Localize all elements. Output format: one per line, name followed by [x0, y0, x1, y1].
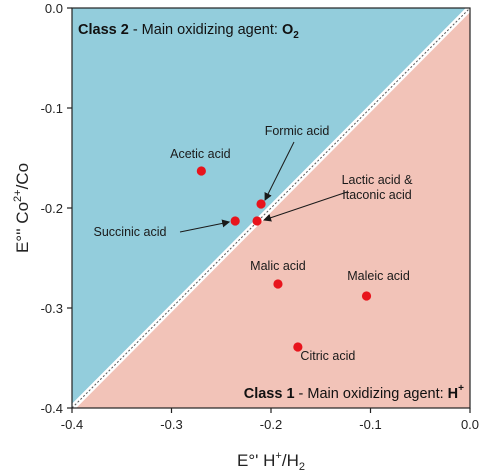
- data-points: [196, 166, 372, 352]
- class2-title: Class 2: [78, 22, 129, 38]
- class1-agent-superscript: +: [458, 383, 464, 394]
- x-tick-label: -0.4: [61, 417, 83, 432]
- class1-description: - Main oxidizing agent:: [295, 386, 448, 402]
- formic-arrow: [264, 141, 295, 201]
- x-axis-title-mid: /H: [282, 451, 299, 470]
- class1-agent: H: [448, 386, 458, 402]
- class2-annotation: Class 2 - Main oxidizing agent: O2: [78, 22, 299, 41]
- boundary-band: [69, 5, 473, 411]
- data-point-malic-acid: [273, 279, 283, 289]
- lactic-itaconic-arrow: [263, 191, 348, 222]
- y-tick-label: 0.0: [45, 1, 63, 16]
- x-axis-title: E°' H+/H2: [237, 450, 305, 473]
- y-axis-title-superscript: 2+: [12, 189, 24, 202]
- formic-acid-label: Formic acid: [265, 124, 330, 138]
- x-axis-title-subscript: 2: [299, 461, 305, 473]
- maleic-acid-label: Maleic acid: [347, 269, 410, 283]
- x-tick-label: -0.1: [359, 417, 381, 432]
- data-point-succinic-acid: [230, 216, 240, 226]
- succinic-arrow: [179, 219, 231, 233]
- succinic-acid-label: Succinic acid: [94, 225, 167, 239]
- y-tick-label: -0.4: [41, 401, 63, 416]
- class2-agent: O: [282, 22, 293, 38]
- plot-frame: [71, 7, 471, 409]
- data-point-formic-acid: [256, 199, 266, 209]
- y-tick-label: -0.3: [41, 301, 63, 316]
- x-tick-label: -0.3: [160, 417, 182, 432]
- x-tick-label: -0.2: [260, 417, 282, 432]
- x-axis-title-main: E°' H: [237, 451, 275, 470]
- class2-agent-subscript: 2: [293, 30, 299, 41]
- data-point-lactic-acid-itaconic-acid: [252, 216, 262, 226]
- itaconic-acid-label: Itaconic acid: [342, 188, 412, 202]
- x-axis-title-superscript: +: [275, 450, 281, 462]
- y-axis-title: E°'' Co2+/Co: [12, 163, 32, 253]
- x-tick-label: 0.0: [461, 417, 479, 432]
- acetic-acid-label: Acetic acid: [170, 147, 230, 161]
- data-point-citric-acid: [293, 342, 303, 352]
- x-axis-ticks: -0.4 -0.3 -0.2 -0.1 0.0: [61, 408, 479, 432]
- y-axis-title-tail: /Co: [13, 163, 32, 189]
- data-point-maleic-acid: [361, 291, 372, 301]
- data-point-acetic-acid: [196, 166, 206, 176]
- class1-annotation: Class 1 - Main oxidizing agent: H+: [244, 383, 464, 402]
- lactic-acid-label: Lactic acid &: [342, 173, 414, 187]
- y-tick-label: -0.2: [41, 201, 63, 216]
- y-axis-ticks: -0.4 -0.3 -0.2 -0.1 0.0: [41, 1, 72, 416]
- class2-description: - Main oxidizing agent:: [129, 22, 282, 38]
- class1-title: Class 1: [244, 386, 295, 402]
- citric-acid-label: Citric acid: [300, 349, 355, 363]
- y-tick-label: -0.1: [41, 101, 63, 116]
- malic-acid-label: Malic acid: [250, 259, 306, 273]
- y-axis-title-main: E°'' Co: [13, 202, 32, 253]
